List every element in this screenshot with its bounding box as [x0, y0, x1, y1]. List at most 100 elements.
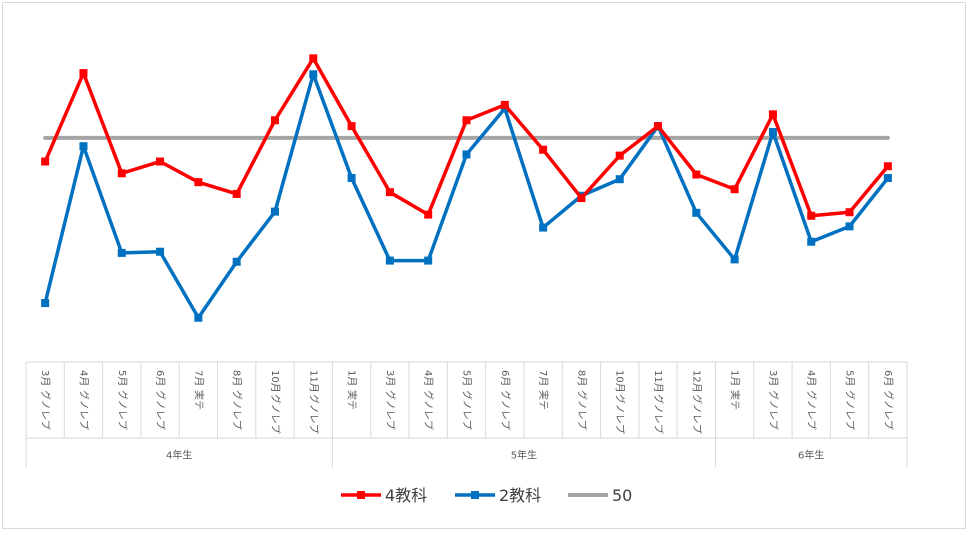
- data-point: [730, 185, 739, 194]
- tick-type: グノレプ: [614, 394, 627, 434]
- data-point: [692, 208, 701, 217]
- data-point: [270, 116, 279, 125]
- legend-label: 50: [612, 486, 632, 505]
- legend-entry: 2教科: [455, 486, 541, 505]
- legend: 4教科 2教科 50: [341, 486, 632, 505]
- tick-type: グノレプ: [231, 390, 244, 430]
- tick-type: グノレプ: [767, 390, 780, 430]
- data-point: [232, 189, 241, 198]
- tick-month: 5月: [461, 370, 473, 386]
- data-point: [462, 150, 471, 159]
- data-point: [500, 100, 509, 109]
- data-point: [577, 194, 586, 203]
- legend-entry: 4教科: [341, 486, 427, 505]
- category-axis: 3月グノレプ4月グノレプ5月グノレプ6月グノレプ7月実テ8月グノレプ10月グノレ…: [25, 361, 908, 467]
- tick-month: 8月: [575, 370, 587, 386]
- data-point: [462, 116, 471, 125]
- tick-month: 11月: [652, 370, 664, 393]
- tick-month: 10月: [269, 370, 281, 393]
- tick-month: 12月: [690, 370, 702, 393]
- tick-month: 4月: [805, 370, 817, 386]
- data-point: [309, 70, 318, 79]
- tick-type: グノレプ: [116, 390, 129, 430]
- data-point: [883, 162, 892, 171]
- data-point: [768, 128, 777, 137]
- data-point: [730, 255, 739, 264]
- data-point: [845, 208, 854, 217]
- tick-type: グノレプ: [77, 390, 90, 430]
- tick-month: 1月: [729, 370, 741, 386]
- tick-type: グノレプ: [39, 390, 52, 430]
- tick-month: 4月: [422, 370, 434, 386]
- data-point: [385, 256, 394, 265]
- legend-entry: 50: [568, 486, 632, 505]
- data-point: [424, 256, 433, 265]
- tick-month: 1月: [346, 370, 358, 386]
- data-point: [654, 122, 663, 131]
- legend-marker: [357, 491, 365, 499]
- data-point: [79, 69, 88, 78]
- data-point: [692, 170, 701, 179]
- data-point: [309, 54, 318, 63]
- series-0: [41, 54, 892, 220]
- data-point: [41, 157, 50, 166]
- data-point: [539, 145, 548, 154]
- tick-month: 6月: [499, 370, 511, 386]
- legend-label: 2教科: [499, 486, 541, 505]
- tick-month: 11月: [307, 370, 319, 393]
- data-point: [615, 151, 624, 160]
- data-point: [347, 122, 356, 131]
- data-point: [194, 178, 203, 187]
- tick-type: グノレプ: [882, 390, 895, 430]
- tick-type: グノレプ: [690, 394, 703, 434]
- group-label: 5年生: [511, 449, 537, 462]
- tick-month: 6月: [154, 370, 166, 386]
- data-point: [347, 174, 356, 183]
- tick-type: 実テ: [346, 390, 359, 410]
- data-point: [845, 222, 854, 231]
- data-point: [117, 248, 126, 257]
- data-point: [385, 188, 394, 197]
- data-point: [270, 207, 279, 216]
- data-point: [615, 175, 624, 184]
- data-point: [156, 247, 165, 256]
- series-line: [43, 72, 890, 320]
- tick-month: 7月: [537, 370, 549, 386]
- legend-label: 4教科: [385, 486, 427, 505]
- tick-month: 3月: [39, 370, 51, 386]
- data-point: [41, 299, 50, 308]
- group-label: 4年生: [166, 449, 192, 462]
- tick-month: 7月: [192, 370, 204, 386]
- tick-type: グノレプ: [844, 390, 857, 430]
- tick-type: グノレプ: [575, 390, 588, 430]
- data-point: [807, 237, 816, 246]
- tick-month: 8月: [231, 370, 243, 386]
- tick-type: グノレプ: [461, 390, 474, 430]
- tick-month: 10月: [614, 370, 626, 393]
- data-point: [539, 223, 548, 232]
- tick-type: グノレプ: [422, 390, 435, 430]
- tick-month: 5月: [844, 370, 856, 386]
- tick-type: グノレプ: [154, 390, 167, 430]
